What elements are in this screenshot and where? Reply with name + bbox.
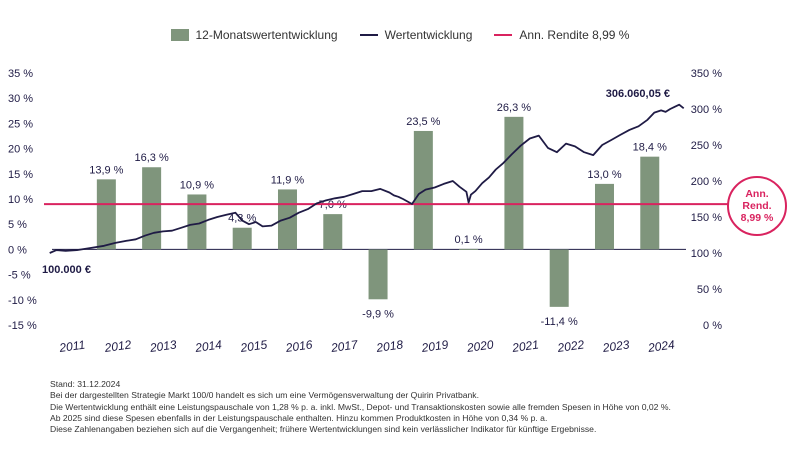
legend-label-line: Wertentwicklung	[384, 28, 473, 42]
bar-value-label: 16,3 %	[135, 152, 169, 164]
x-tick-label: 2014	[193, 337, 223, 355]
bar	[232, 227, 252, 250]
bar-value-label: 13,9 %	[89, 164, 123, 176]
footer-line: Diese Zahlenangaben beziehen sich auf di…	[50, 424, 597, 435]
bar	[594, 183, 614, 250]
legend-item-line: Wertentwicklung	[359, 28, 473, 42]
legend-label-bars: 12-Monatswertentwicklung	[195, 28, 338, 42]
y-right-tick-label: 250 %	[691, 140, 722, 152]
y-left-tick-label: 35 %	[8, 68, 33, 80]
bar	[96, 179, 116, 250]
x-tick-label: 2011	[57, 338, 85, 356]
performance-line	[49, 103, 685, 254]
bar	[187, 194, 207, 250]
y-left-tick-label: -15 %	[8, 320, 37, 332]
legend-label-ref: Ann. Rendite 8,99 %	[519, 28, 630, 42]
badge-line-2: Rend.	[742, 200, 772, 212]
line-start-label: 100.000 €	[42, 264, 91, 276]
bar	[323, 214, 343, 250]
badge-line-1: Ann.	[745, 188, 769, 200]
x-tick-label: 2023	[601, 337, 631, 355]
bar-value-label: 10,9 %	[180, 179, 214, 191]
bar-value-label: 0,1 %	[455, 234, 483, 246]
bar-value-label: 13,0 %	[587, 169, 621, 181]
bar-value-label: 18,4 %	[633, 142, 667, 154]
y-left-tick-label: 5 %	[8, 219, 27, 231]
bar-value-label: 11,9 %	[271, 174, 305, 186]
footer-line: Bei der dargestellten Strategie Markt 10…	[50, 390, 479, 401]
bar-value-label: 4,3 %	[228, 213, 256, 225]
legend-item-bars: 12-Monatswertentwicklung	[170, 28, 338, 42]
line-end-label: 306.060,05 €	[606, 88, 670, 100]
bar	[504, 116, 524, 250]
y-right-tick-label: 50 %	[697, 284, 722, 296]
bar	[640, 156, 660, 250]
y-right-tick-label: 100 %	[691, 248, 722, 260]
y-left-tick-label: 15 %	[8, 169, 33, 181]
y-right-tick-label: 0 %	[703, 320, 722, 332]
bar-value-label: 26,3 %	[497, 102, 531, 114]
footer-line: Ab 2025 sind diese Spesen ebenfalls in d…	[50, 412, 548, 423]
badge-line-3: 8,99 %	[740, 212, 774, 224]
legend-swatch-bars	[170, 29, 189, 41]
legend-swatch-ref	[494, 34, 513, 36]
x-tick-label: 2015	[239, 337, 269, 355]
y-right-tick-label: 200 %	[691, 176, 722, 188]
y-right-tick-label: 350 %	[691, 68, 722, 80]
bar-value-label: 7,0 %	[319, 199, 347, 211]
bar-value-label: 23,5 %	[406, 116, 440, 128]
x-tick-label: 2022	[556, 337, 586, 355]
y-left-tick-label: 20 %	[8, 144, 33, 156]
annual-return-badge: Ann. Rend. 8,99 %	[727, 176, 787, 236]
x-tick-label: 2020	[465, 337, 495, 355]
bar	[277, 189, 297, 250]
x-tick-label: 2018	[374, 337, 404, 355]
x-tick-label: 2012	[103, 337, 133, 355]
y-left-tick-label: 0 %	[8, 244, 27, 256]
y-right-tick-label: 300 %	[691, 104, 722, 116]
y-left-tick-label: 30 %	[8, 93, 33, 105]
bar	[142, 167, 162, 250]
chart-legend: 12-Monatswertentwicklung Wertentwicklung…	[0, 28, 800, 42]
y-right-tick-label: 150 %	[691, 212, 722, 224]
performance-chart: -15 % -10 % -5 % 0 % 5 % 10 % 15 % 20 % 25 % 30 %…	[8, 68, 728, 356]
y-left-tick-label: -5 %	[8, 270, 31, 282]
x-tick-label: 2017	[329, 337, 360, 355]
footer-disclaimer: Stand: 31.12.2024 Bei der dargestellten …	[50, 379, 790, 435]
footer-line: Stand: 31.12.2024	[50, 379, 121, 389]
y-left-tick-label: 10 %	[8, 194, 33, 206]
bar-value-label: -11,4 %	[541, 316, 578, 328]
y-left-tick-label: -10 %	[8, 295, 37, 307]
x-tick-label: 2013	[148, 337, 178, 355]
legend-swatch-line	[359, 34, 378, 36]
bar	[368, 249, 388, 300]
x-tick-label: 2024	[646, 337, 676, 355]
bar-value-label: -9,9 %	[362, 308, 394, 320]
bar	[459, 248, 479, 250]
x-tick-label: 2019	[420, 337, 450, 355]
x-tick-label: 2021	[510, 337, 539, 355]
legend-item-ref: Ann. Rendite 8,99 %	[494, 28, 629, 42]
footer-line: Die Wertentwicklung enthält eine Leistun…	[50, 401, 671, 412]
x-tick-label: 2016	[284, 337, 314, 355]
y-left-tick-label: 25 %	[8, 118, 33, 130]
bar	[549, 249, 569, 307]
